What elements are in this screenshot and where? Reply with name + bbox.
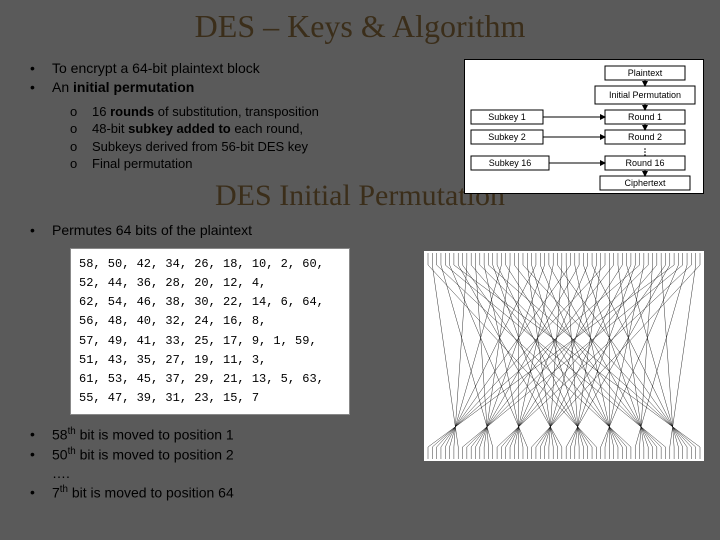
svg-text:Plaintext: Plaintext xyxy=(628,68,663,78)
bullet-marker: • xyxy=(30,221,52,240)
perm-table-row: 61, 53, 45, 37, 29, 21, 13, 5, 63, 55, 4… xyxy=(79,370,341,408)
svg-text:Round 2: Round 2 xyxy=(628,132,662,142)
bullet-marker: • xyxy=(30,445,52,483)
permutation-table: 58, 50, 42, 34, 26, 18, 10, 2, 60, 52, 4… xyxy=(70,248,350,416)
bullet-marker: • xyxy=(30,59,52,78)
svg-text:Subkey 16: Subkey 16 xyxy=(489,158,532,168)
svg-text:Subkey 2: Subkey 2 xyxy=(488,132,526,142)
bullet-text: 58th bit is moved to position 1 xyxy=(52,425,234,445)
perm-table-row: 62, 54, 46, 38, 30, 22, 14, 6, 64, 56, 4… xyxy=(79,293,341,331)
bullet-text: 16 rounds of substitution, transposition xyxy=(92,103,319,121)
bullet-text: To encrypt a 64-bit plaintext block xyxy=(52,59,260,78)
bullet-text: Final permutation xyxy=(92,155,192,173)
svg-text:Round 16: Round 16 xyxy=(625,158,664,168)
bullet-text: 50th bit is moved to position 2…. xyxy=(52,445,234,483)
svg-text:Subkey 1: Subkey 1 xyxy=(488,112,526,122)
svg-text:Initial Permutation: Initial Permutation xyxy=(609,90,681,100)
bullet-text: An initial permutation xyxy=(52,78,194,97)
bullet-marker: • xyxy=(30,78,52,97)
bullet-marker: • xyxy=(30,483,52,503)
bottom-content: •Permutes 64 bits of the plaintext 58, 5… xyxy=(0,221,720,503)
bullet-item: •7th bit is moved to position 64 xyxy=(30,483,720,503)
svg-text:Round 1: Round 1 xyxy=(628,112,662,122)
bullet-marker: o xyxy=(70,155,92,173)
perm-table-row: 57, 49, 41, 33, 25, 17, 9, 1, 59, 51, 43… xyxy=(79,332,341,370)
bullet-item: •Permutes 64 bits of the plaintext xyxy=(30,221,720,240)
bullet-text: Permutes 64 bits of the plaintext xyxy=(52,221,252,240)
bullet-text: 7th bit is moved to position 64 xyxy=(52,483,234,503)
bullet-text: 48-bit subkey added to each round, xyxy=(92,120,303,138)
bullet-marker: o xyxy=(70,103,92,121)
bullet-text: Subkeys derived from 56-bit DES key xyxy=(92,138,308,156)
bullet-marker: o xyxy=(70,120,92,138)
perm-table-row: 58, 50, 42, 34, 26, 18, 10, 2, 60, 52, 4… xyxy=(79,255,341,293)
des-flowchart-diagram: Plaintext Initial Permutation Round 1 Round… xyxy=(464,59,704,194)
bullet-marker: • xyxy=(30,425,52,445)
bullet-marker: o xyxy=(70,138,92,156)
top-content: •To encrypt a 64-bit plaintext block•An … xyxy=(0,59,720,173)
slide-title: DES – Keys & Algorithm xyxy=(0,0,720,45)
svg-text:Ciphertext: Ciphertext xyxy=(624,178,666,188)
permutation-diagram xyxy=(424,251,704,461)
bottom-bullets-1: •Permutes 64 bits of the plaintext xyxy=(30,221,720,240)
